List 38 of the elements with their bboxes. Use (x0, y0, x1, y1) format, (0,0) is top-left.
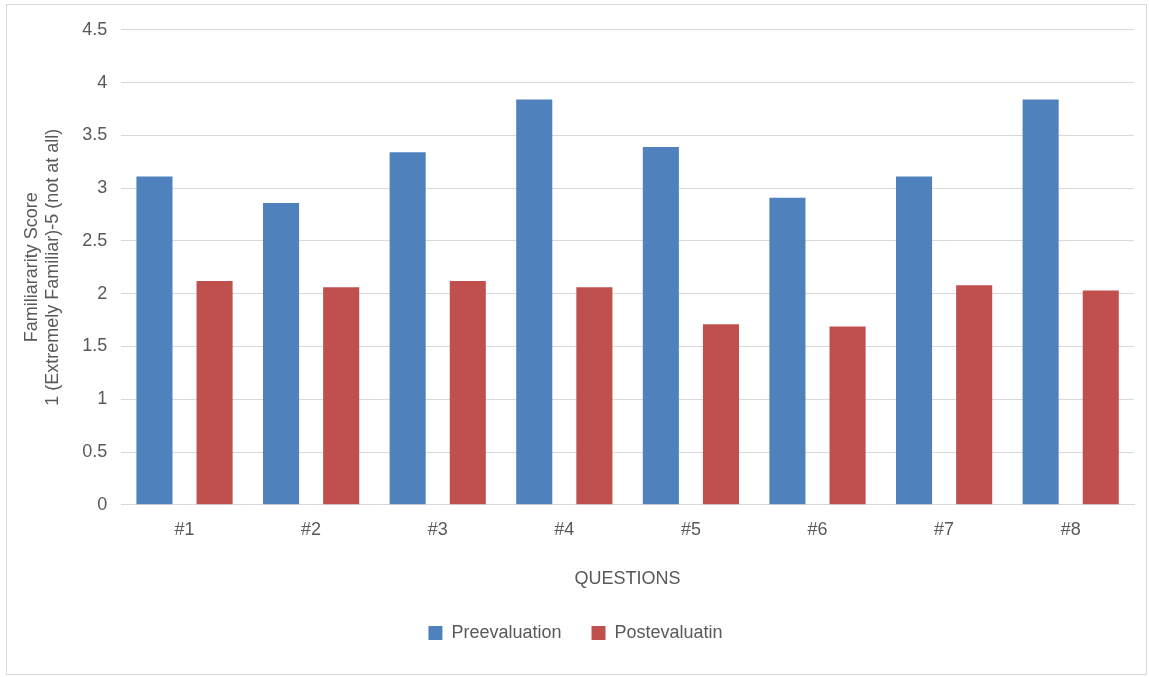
bar (702, 324, 740, 505)
y-tick-label: 1 (97, 388, 108, 409)
bar (1082, 290, 1119, 505)
y-tick-label: 0.5 (82, 440, 108, 461)
x-tick-label: #6 (807, 518, 828, 539)
bar (896, 176, 933, 505)
bar (1022, 99, 1059, 505)
y-axis-title: Familiararity Score 1 (Extremely Familiar)-5 (not at all) (20, 128, 63, 406)
x-axis-title: QUESTIONS (574, 568, 681, 589)
bar (323, 287, 360, 505)
bar (449, 281, 486, 505)
bar (642, 146, 679, 505)
y-tick-label: 3.5 (82, 124, 108, 145)
x-tick-label: #3 (427, 518, 448, 539)
x-tick-label: #2 (301, 518, 322, 539)
legend-label: Preevaluation (451, 621, 562, 642)
x-tick-label: #5 (680, 518, 701, 539)
x-tick-label: #1 (174, 518, 195, 539)
x-tick-label: #8 (1060, 518, 1081, 539)
y-tick-label: 0 (97, 493, 108, 514)
bar (769, 197, 806, 505)
bar (263, 202, 300, 505)
x-tick-label: #4 (554, 518, 575, 539)
bar (829, 326, 866, 505)
y-tick-label: 4 (97, 71, 108, 92)
bar (136, 176, 173, 505)
y-tick-label: 3 (97, 177, 108, 198)
bar (389, 152, 426, 505)
x-tick-label: #7 (934, 518, 955, 539)
y-tick-label: 2 (97, 282, 108, 303)
bar (576, 287, 613, 505)
bar (956, 285, 993, 505)
y-tick-label: 2.5 (82, 229, 108, 250)
y-tick-label: 4.5 (82, 18, 108, 39)
bar (516, 99, 553, 505)
y-tick-label: 1.5 (82, 335, 108, 356)
bar (196, 281, 233, 505)
legend-label: Postevaluatin (614, 621, 723, 642)
